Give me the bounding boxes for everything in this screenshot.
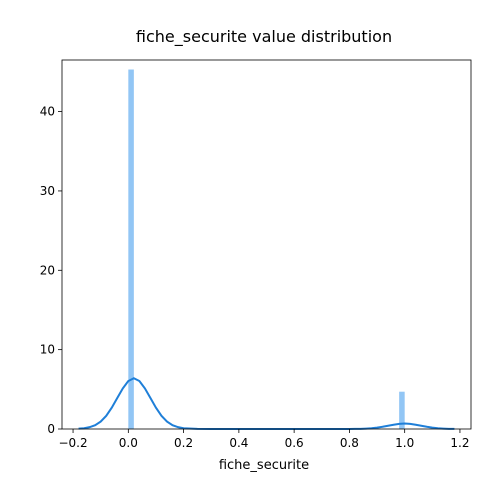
plot-frame — [61, 59, 472, 430]
y-tick-label-1: 10 — [40, 343, 55, 357]
histogram-bar-1 — [399, 391, 405, 429]
y-tick-label-0: 0 — [47, 422, 55, 436]
x-tick-label-1: 0.0 — [119, 436, 138, 450]
x-axis: −0.2 0.0 0.2 0.4 0.6 0.8 1.0 1.2 — [58, 429, 469, 450]
x-tick-label-2: 0.2 — [174, 436, 193, 450]
x-tick-label-0: −0.2 — [58, 436, 87, 450]
x-axis-label: fiche_securite — [219, 458, 309, 473]
y-tick-label-2: 20 — [40, 263, 55, 277]
y-tick-label-4: 40 — [40, 105, 55, 119]
x-tick-label-6: 1.0 — [395, 436, 414, 450]
x-tick-label-7: 1.2 — [450, 436, 469, 450]
x-tick-label-5: 0.8 — [340, 436, 359, 450]
x-tick-label-4: 0.6 — [285, 436, 304, 450]
y-axis: 0 10 20 30 40 — [40, 105, 62, 436]
x-tick-label-3: 0.4 — [229, 436, 248, 450]
chart-title: fiche_securite value distribution — [136, 27, 392, 47]
histogram-bars — [128, 69, 405, 429]
histogram-bar-0 — [128, 69, 134, 429]
y-tick-label-3: 30 — [40, 184, 55, 198]
